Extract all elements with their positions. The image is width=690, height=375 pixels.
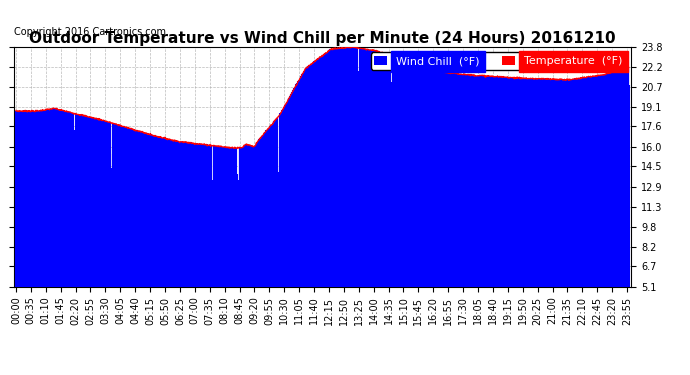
Text: Copyright 2016 Cartronics.com: Copyright 2016 Cartronics.com <box>14 27 166 37</box>
Legend: Wind Chill  (°F), Temperature  (°F): Wind Chill (°F), Temperature (°F) <box>371 53 626 69</box>
Title: Outdoor Temperature vs Wind Chill per Minute (24 Hours) 20161210: Outdoor Temperature vs Wind Chill per Mi… <box>29 31 616 46</box>
